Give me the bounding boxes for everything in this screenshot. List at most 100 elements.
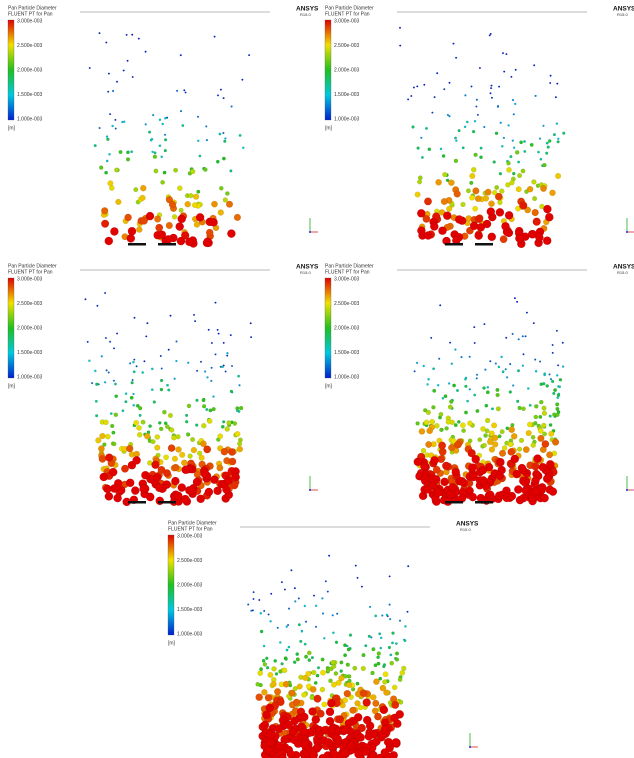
particle [161, 122, 165, 126]
particle [105, 41, 108, 44]
particle [545, 384, 549, 388]
particle [548, 423, 553, 427]
particle [285, 648, 289, 652]
particle [203, 237, 212, 246]
particle [445, 178, 450, 183]
particle [528, 229, 537, 239]
particle [537, 150, 540, 154]
particle [486, 386, 490, 389]
colorbar-tick-label: 3.000e-003 [334, 276, 360, 282]
particle [490, 96, 493, 99]
particle [511, 139, 514, 142]
particle [314, 604, 318, 608]
colorbar [167, 534, 175, 636]
particle [133, 316, 136, 319]
particle [118, 150, 123, 154]
particle [395, 651, 399, 656]
colorbar-tick-label: 2.000e-003 [177, 582, 203, 588]
particle [465, 120, 469, 124]
particle [341, 748, 350, 757]
particle [490, 84, 493, 87]
logo: ANSYS [613, 6, 634, 13]
particle [424, 197, 432, 206]
particle [477, 437, 483, 443]
particle [420, 447, 427, 454]
particle [343, 674, 348, 679]
particle [484, 417, 491, 424]
particle [430, 336, 433, 339]
particle [490, 407, 494, 411]
particle [538, 137, 542, 140]
particle [438, 412, 444, 417]
particle [139, 484, 148, 494]
particle [373, 663, 378, 668]
particle [172, 463, 180, 472]
particle [545, 141, 549, 145]
particle [242, 146, 245, 150]
particle [153, 472, 162, 482]
axis-triad [309, 489, 311, 491]
particle [116, 332, 119, 335]
particle [295, 652, 299, 656]
particle [224, 426, 230, 432]
particle [203, 167, 208, 172]
particle [226, 351, 229, 355]
colorbar-tick-label: 1.500e-003 [17, 92, 43, 98]
colorbar-tick-label: 1.000e-003 [334, 374, 360, 380]
particle [446, 113, 450, 117]
particle [401, 665, 407, 672]
particle [468, 355, 471, 358]
particle [187, 361, 190, 364]
particle [224, 476, 233, 485]
particle [88, 359, 91, 362]
particle [136, 432, 143, 438]
particle [534, 404, 539, 409]
particle [489, 92, 492, 95]
colorbar-tick-label: 3.000e-003 [177, 533, 203, 539]
particle [276, 626, 279, 629]
particle [280, 662, 284, 666]
colorbar-tick-label: 2.000e-003 [334, 67, 360, 73]
particle [225, 191, 230, 196]
particle [280, 735, 289, 744]
particle [131, 33, 134, 36]
particle [331, 614, 334, 617]
scale-bar [158, 243, 176, 246]
particle [223, 139, 227, 143]
particle [339, 669, 343, 673]
particle [197, 139, 200, 143]
particle [145, 335, 148, 338]
particle [250, 336, 253, 339]
particle [509, 155, 513, 159]
particle [454, 348, 457, 351]
particle [498, 172, 503, 176]
particle [551, 343, 554, 347]
particle [155, 223, 164, 232]
particle [422, 364, 425, 368]
particle [219, 186, 224, 191]
particle [447, 382, 451, 385]
particle [355, 681, 360, 686]
colorbar-tick-label: 1.500e-003 [177, 607, 203, 613]
particle [357, 723, 366, 733]
particle [151, 460, 160, 469]
particle [163, 133, 167, 136]
particle [294, 600, 297, 603]
particle [125, 157, 131, 162]
particle [179, 54, 182, 57]
particle [132, 403, 136, 407]
particle [423, 231, 433, 240]
particle [165, 221, 173, 230]
particle [471, 129, 476, 134]
particle [391, 631, 395, 635]
particle [179, 109, 183, 113]
particle [158, 118, 162, 122]
particle [519, 493, 528, 503]
legend-title: Pan Particle Diameter [325, 263, 374, 269]
particle [508, 390, 512, 394]
particle [480, 426, 486, 432]
particle [206, 418, 213, 424]
particle [497, 434, 502, 439]
particle [444, 426, 449, 431]
particle [476, 493, 486, 503]
